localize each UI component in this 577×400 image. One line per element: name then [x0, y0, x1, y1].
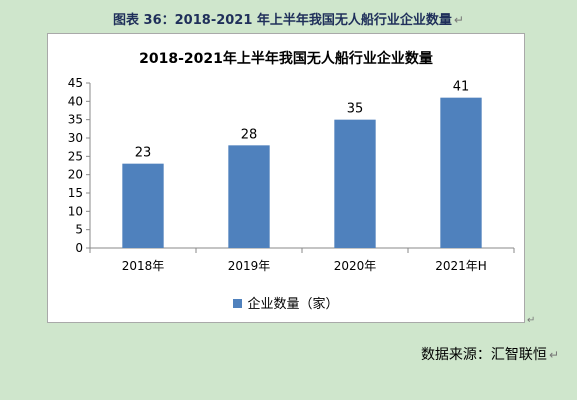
bar-data-label: 41 [453, 80, 470, 95]
data-source: 数据来源：汇智联恒 ↵ [421, 344, 559, 364]
legend-label: 企业数量（家） [247, 297, 339, 312]
y-tick-label: 0 [75, 241, 83, 255]
x-tick-label: 2021年H [435, 259, 487, 273]
y-tick-label: 40 [68, 94, 83, 108]
y-tick-label: 25 [68, 149, 83, 163]
bar-chart-plot: 0 5 10 15 20 25 30 35 40 45 23 2018年 28 2019年 35 2020年 4… [68, 76, 515, 273]
y-tick-label: 20 [68, 168, 83, 182]
figure-caption-text: 图表 36：2018-2021 年上半年我国无人船行业企业数量 [113, 13, 452, 28]
source-paragraph-mark-icon: ↵ [548, 348, 559, 362]
y-tick-label: 10 [68, 204, 83, 218]
y-tick-label: 35 [68, 113, 83, 127]
y-tick-label: 5 [75, 223, 83, 237]
bar-data-label: 23 [135, 146, 152, 161]
y-tick-label: 30 [68, 131, 83, 145]
bar [228, 145, 270, 248]
frame-paragraph-mark-icon: ↵ [527, 315, 536, 326]
x-tick-label: 2019年 [228, 259, 271, 273]
chart-frame: 2018-2021年上半年我国无人船行业企业数量 0 5 10 15 20 25 30 35 4… [47, 33, 525, 323]
bar-data-label: 35 [347, 102, 364, 117]
bar [334, 119, 376, 249]
paragraph-mark-icon: ↵ [453, 13, 464, 27]
x-tick-label: 2018年 [122, 259, 165, 273]
bar [440, 97, 482, 248]
data-source-text: 数据来源：汇智联恒 [420, 347, 547, 363]
legend: 企业数量（家） [48, 293, 524, 312]
legend-swatch [233, 299, 243, 308]
chart-title: 2018-2021年上半年我国无人船行业企业数量 [139, 51, 433, 67]
figure-caption: 图表 36：2018-2021 年上半年我国无人船行业企业数量 ↵ [0, 9, 577, 28]
bar-data-label: 28 [241, 127, 258, 142]
y-tick-label: 45 [68, 76, 83, 90]
bar [122, 163, 164, 248]
x-tick-label: 2020年 [334, 259, 377, 273]
y-tick-label: 15 [68, 186, 83, 200]
